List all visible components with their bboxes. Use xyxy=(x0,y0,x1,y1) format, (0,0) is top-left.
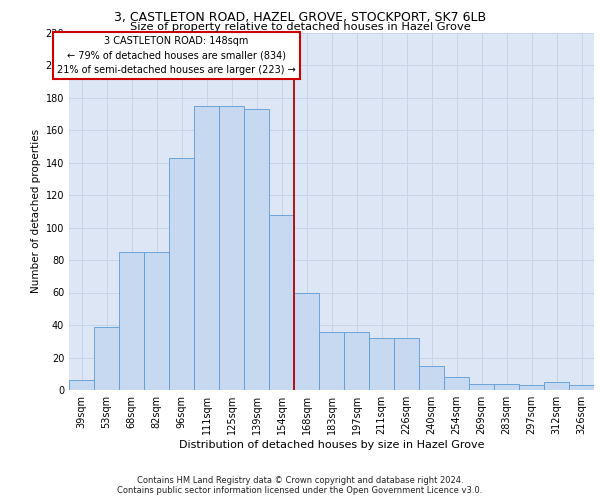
Text: Size of property relative to detached houses in Hazel Grove: Size of property relative to detached ho… xyxy=(130,22,470,32)
Bar xyxy=(169,158,194,390)
Bar xyxy=(469,384,494,390)
Bar xyxy=(519,385,544,390)
Bar xyxy=(344,332,369,390)
Bar xyxy=(419,366,444,390)
Bar xyxy=(69,380,94,390)
Bar xyxy=(569,385,594,390)
Bar xyxy=(294,292,319,390)
Bar xyxy=(119,252,144,390)
Bar xyxy=(244,109,269,390)
Bar xyxy=(269,214,294,390)
Bar xyxy=(194,106,219,390)
Y-axis label: Number of detached properties: Number of detached properties xyxy=(31,129,41,294)
Bar xyxy=(144,252,169,390)
Bar xyxy=(369,338,394,390)
Text: 3, CASTLETON ROAD, HAZEL GROVE, STOCKPORT, SK7 6LB: 3, CASTLETON ROAD, HAZEL GROVE, STOCKPOR… xyxy=(114,11,486,24)
Bar xyxy=(394,338,419,390)
Bar xyxy=(494,384,519,390)
X-axis label: Distribution of detached houses by size in Hazel Grove: Distribution of detached houses by size … xyxy=(179,440,484,450)
Bar xyxy=(219,106,244,390)
Bar xyxy=(544,382,569,390)
Bar xyxy=(94,326,119,390)
Text: Contains public sector information licensed under the Open Government Licence v3: Contains public sector information licen… xyxy=(118,486,482,495)
Bar xyxy=(444,377,469,390)
Text: 3 CASTLETON ROAD: 148sqm
← 79% of detached houses are smaller (834)
21% of semi-: 3 CASTLETON ROAD: 148sqm ← 79% of detach… xyxy=(57,36,296,76)
Text: Contains HM Land Registry data © Crown copyright and database right 2024.: Contains HM Land Registry data © Crown c… xyxy=(137,476,463,485)
Bar xyxy=(319,332,344,390)
